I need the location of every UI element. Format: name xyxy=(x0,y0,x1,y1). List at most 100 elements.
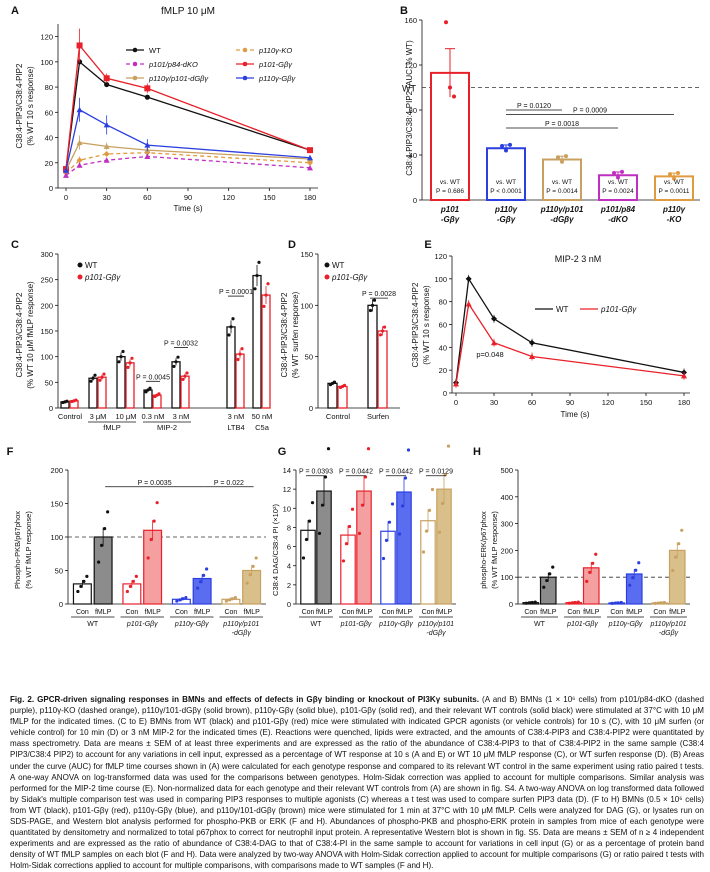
f-ylabel2: (% WT fMLP response) xyxy=(24,511,33,589)
c-bar xyxy=(226,326,236,409)
g-dot xyxy=(390,502,395,506)
c-legend-label: WT xyxy=(85,261,98,270)
g-ytick-label: 10 xyxy=(283,504,291,513)
h-xtick-label: fMLP xyxy=(583,609,600,616)
g-xtick-label: fMLP xyxy=(396,609,413,616)
g-dot xyxy=(301,556,306,560)
g-bar xyxy=(356,490,372,605)
h-group-label: WT xyxy=(534,621,546,628)
f-dot xyxy=(233,595,237,600)
g-dot xyxy=(341,559,346,563)
h-dot xyxy=(594,552,598,556)
f-dot xyxy=(97,560,101,564)
h-xtick-label: Con xyxy=(653,609,666,616)
f-dot xyxy=(254,556,258,560)
h-ytick-label: 500 xyxy=(500,466,513,475)
h-ylabel: phospho-ERK/p67phox xyxy=(479,511,488,589)
e-xtick-label: 30 xyxy=(490,398,498,407)
f-group-label: p110γ-Gβγ xyxy=(174,621,209,628)
c-xtick-label: 3 nM xyxy=(173,412,190,421)
panel-letter: B xyxy=(400,5,408,17)
a-point xyxy=(103,157,110,163)
f-dot xyxy=(82,579,86,583)
a-xlabel: Time (s) xyxy=(173,204,202,213)
b-dot xyxy=(500,144,504,148)
a-point xyxy=(144,142,151,148)
c-dot xyxy=(266,282,270,286)
g-xtick-label: Con xyxy=(422,609,435,616)
c-legend-marker xyxy=(77,262,83,268)
h-xtick-label: Con xyxy=(524,609,537,616)
b-xtick-label-2: -dGβγ xyxy=(550,215,574,224)
h-xtick-label: fMLP xyxy=(626,609,643,616)
f-xtick-label: Con xyxy=(125,609,138,616)
a-legend-label: p101-Gβγ xyxy=(258,60,293,69)
h-dot xyxy=(570,601,574,605)
c-group-label: MIP-2 xyxy=(157,423,177,432)
a-legend-label: WT xyxy=(149,46,161,55)
f-dot xyxy=(227,598,231,602)
b-dot xyxy=(564,154,568,159)
b-ytick-label: 160 xyxy=(404,16,417,25)
g-dot xyxy=(360,503,365,507)
c-dot xyxy=(264,293,268,297)
d-legend-marker xyxy=(324,262,330,268)
f-dot xyxy=(205,567,209,571)
g-group-label: p101-Gβγ xyxy=(340,621,372,628)
h-dot xyxy=(637,561,641,565)
f-dot xyxy=(128,584,132,589)
g-group-label: WT xyxy=(311,621,323,628)
b-xtick-label-2: -dKO xyxy=(608,215,628,224)
c-dot xyxy=(238,352,242,356)
h-dot xyxy=(573,600,577,605)
c-dot xyxy=(148,386,152,390)
c-ylabel: C38:4-PIP3/C38:4-PIP2 xyxy=(15,292,24,377)
figure-caption: Fig. 2. GPCR-driven signaling responses … xyxy=(10,694,704,872)
e-ytick-label: 100 xyxy=(434,275,447,284)
c-bar xyxy=(171,361,181,409)
a-legend-marker xyxy=(132,75,138,81)
f-dot xyxy=(146,556,150,560)
g-xtick-label: fMLP xyxy=(316,609,333,616)
c-xtick-label-2: LTB4 xyxy=(227,423,244,432)
f-ytick-label: 150 xyxy=(50,500,63,509)
panel-letter: H xyxy=(473,446,481,458)
e-ylabel: C38:4-PIP3/C38:4-PIP2 xyxy=(411,282,420,367)
b-dot xyxy=(612,171,616,175)
f-xtick-label: Con xyxy=(175,609,188,616)
f-dot xyxy=(149,537,153,542)
a-ytick-label: 60 xyxy=(45,108,53,117)
a-point xyxy=(307,164,313,171)
b-dot xyxy=(676,171,680,175)
e-ytick-label: 20 xyxy=(439,366,447,375)
a-legend-marker xyxy=(242,47,248,53)
g-dot xyxy=(381,556,386,561)
h-dot xyxy=(567,601,571,605)
h-dot xyxy=(585,579,589,583)
e-point xyxy=(465,300,472,307)
b-annotation: vs. WT xyxy=(552,179,572,186)
c-group-label: fMLP xyxy=(103,423,121,432)
g-pvalue: P = 0.0442 xyxy=(379,469,413,476)
g-dot xyxy=(304,537,309,542)
a-xtick-label: 180 xyxy=(304,193,317,202)
g-dot xyxy=(320,503,325,507)
g-dot xyxy=(397,532,402,536)
b-annotation-p: P = 0.0024 xyxy=(602,188,634,195)
d-dot xyxy=(372,298,377,302)
c-pvalue: P = 0.0045 xyxy=(136,374,170,381)
a-ytick-label: 120 xyxy=(40,33,53,42)
a-point xyxy=(76,162,83,168)
a-ytick-label: 80 xyxy=(45,83,53,92)
g-group-label: p110γ-Gβγ xyxy=(378,621,413,628)
c-xtick-label: 10 μM xyxy=(116,412,137,421)
e-point xyxy=(491,339,497,346)
g-dot xyxy=(437,530,442,534)
b-dot xyxy=(560,159,564,164)
e-point xyxy=(491,315,497,322)
a-point xyxy=(144,85,151,92)
a-point xyxy=(103,75,110,82)
a-point xyxy=(144,153,151,159)
f-dot xyxy=(175,599,179,603)
h-dot xyxy=(527,601,531,605)
